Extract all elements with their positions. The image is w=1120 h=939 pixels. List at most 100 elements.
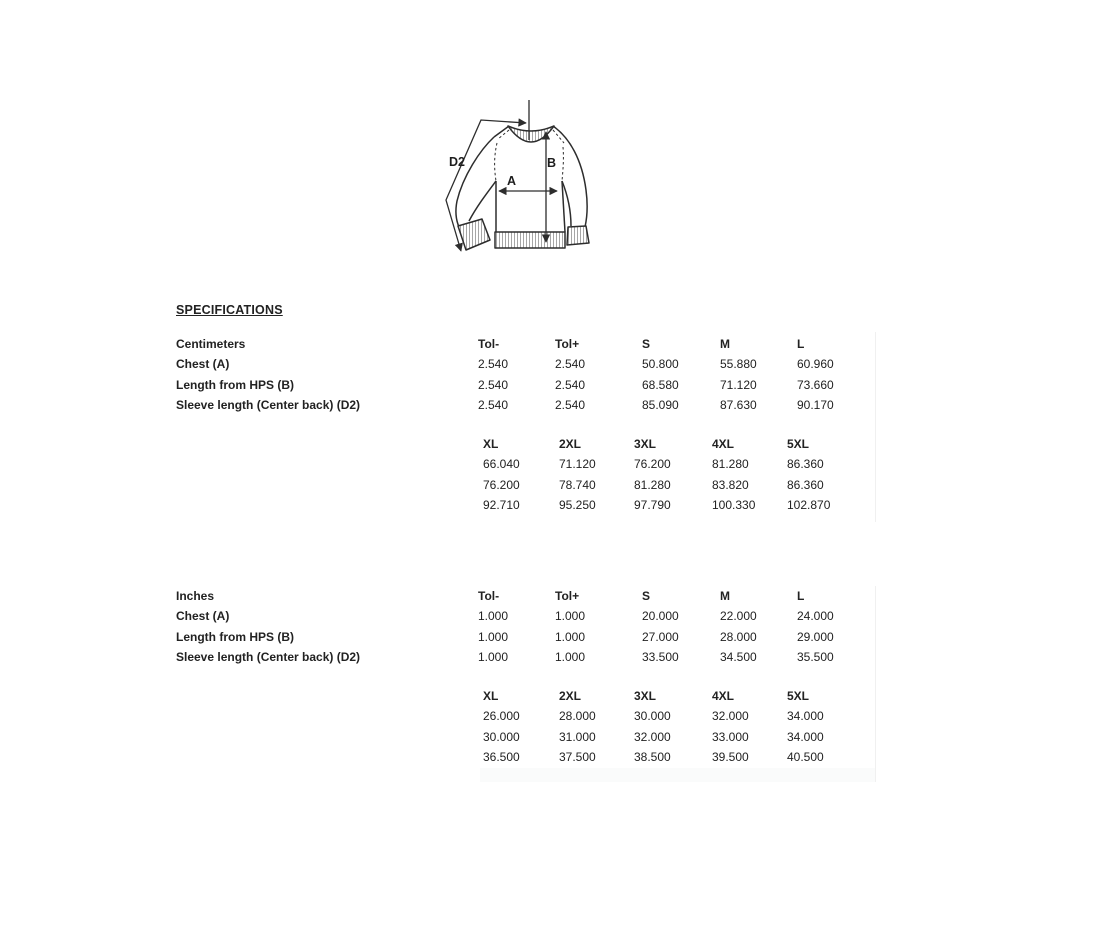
inches-value: 1.000 (478, 649, 509, 664)
cm-value: 2.540 (555, 397, 586, 412)
inches-row-label: Sleeve length (Center back) (D2) (176, 649, 361, 664)
inches-value: 29.000 (797, 629, 834, 644)
cm-col-header: Tol+ (555, 337, 580, 351)
cm-col-header: 3XL (634, 437, 657, 451)
inches-value: 1.000 (555, 649, 586, 664)
cm-row-label: Sleeve length (Center back) (D2) (176, 397, 361, 412)
sweatshirt-measurement-diagram: D2 A B (445, 100, 590, 252)
inches-row-label: Length from HPS (B) (176, 629, 294, 644)
cm-value: 2.540 (478, 357, 509, 372)
b-label: B (547, 156, 556, 170)
cm-value: 2.540 (555, 357, 586, 372)
inches-col-header: S (642, 589, 651, 603)
left-cuff (457, 218, 491, 251)
inches-row-label: Chest (A) (176, 609, 230, 624)
inches-value: 1.000 (555, 629, 586, 644)
cm-value: 86.360 (787, 457, 824, 472)
cm-value: 76.200 (483, 477, 520, 492)
inches-value: 31.000 (559, 729, 596, 744)
cm-value: 86.360 (787, 477, 824, 492)
cm-col-header: Tol- (478, 337, 500, 351)
inches-value: 38.500 (634, 749, 671, 764)
inches-value: 33.000 (712, 729, 749, 744)
inches-value: 30.000 (634, 709, 671, 724)
cm-value: 50.800 (642, 357, 679, 372)
inches-value: 37.500 (559, 749, 596, 764)
cm-value: 60.960 (797, 357, 834, 372)
right-sleeve-inner (561, 180, 572, 227)
cm-value: 85.090 (642, 397, 679, 412)
cm-table: Centimeters Tol- Tol+ S M L Chest (A) 2.… (176, 334, 834, 415)
measurement-lines (445, 100, 558, 252)
cm-value: 66.040 (483, 457, 520, 472)
inches-col-header: 2XL (559, 689, 582, 703)
inches-value: 28.000 (559, 709, 596, 724)
cm-value: 71.120 (720, 377, 757, 392)
cm-value: 78.740 (559, 477, 596, 492)
cm-value: 81.280 (712, 457, 749, 472)
hem-band (494, 231, 566, 249)
cm-value: 2.540 (555, 377, 586, 392)
inches-col-header: 5XL (787, 689, 810, 703)
inches-value: 1.000 (478, 629, 509, 644)
cm-col-header: L (797, 337, 805, 351)
cm-table-xl: XL 2XL 3XL 4XL 5XL 66.040 71.120 76.200 … (483, 434, 830, 515)
cm-value: 87.630 (720, 397, 757, 412)
cm-value: 83.820 (712, 477, 749, 492)
cm-value: 71.120 (559, 457, 596, 472)
inches-value: 20.000 (642, 609, 679, 624)
inches-value: 34.500 (720, 649, 757, 664)
inches-value: 32.000 (634, 729, 671, 744)
inches-table: Inches Tol- Tol+ S M L Chest (A) 1.000 1… (176, 586, 834, 667)
cm-value: 95.250 (559, 497, 596, 512)
inches-value: 34.000 (787, 729, 824, 744)
cm-col-header: S (642, 337, 651, 351)
inches-col-header: Tol+ (555, 589, 580, 603)
inches-value: 36.500 (483, 749, 520, 764)
cm-value: 100.330 (712, 497, 756, 512)
inches-value: 28.000 (720, 629, 757, 644)
inches-table-right-border (875, 586, 876, 782)
cm-value: 90.170 (797, 397, 834, 412)
d2-arrow (445, 118, 527, 252)
cm-col-header: M (720, 337, 730, 351)
cm-col-header: 4XL (712, 437, 735, 451)
inches-value: 34.000 (787, 709, 824, 724)
cm-col-header: 2XL (559, 437, 582, 451)
cm-value: 2.540 (478, 377, 509, 392)
inches-table-footer-band (480, 768, 875, 782)
inches-value: 27.000 (642, 629, 679, 644)
cm-value: 68.580 (642, 377, 679, 392)
inches-value: 32.000 (712, 709, 749, 724)
cm-value: 81.280 (634, 477, 671, 492)
inches-value: 26.000 (483, 709, 520, 724)
inches-col-header: L (797, 589, 805, 603)
cm-col-header: XL (483, 437, 499, 451)
cm-value: 102.870 (787, 497, 831, 512)
inches-col-header: 4XL (712, 689, 735, 703)
inches-col-header: M (720, 589, 730, 603)
inches-value: 24.000 (797, 609, 834, 624)
inches-value: 40.500 (787, 749, 824, 764)
cm-value: 97.790 (634, 497, 671, 512)
inches-value: 30.000 (483, 729, 520, 744)
inches-value: 35.500 (797, 649, 834, 664)
cm-row-label: Length from HPS (B) (176, 377, 294, 392)
inches-table-xl: XL 2XL 3XL 4XL 5XL 26.000 28.000 30.000 … (483, 686, 824, 767)
cm-unit-label: Centimeters (176, 337, 246, 351)
cm-col-header: 5XL (787, 437, 810, 451)
sweatshirt-body (455, 125, 590, 251)
inches-value: 1.000 (555, 609, 586, 624)
d2-label: D2 (449, 155, 465, 169)
cm-value: 55.880 (720, 357, 757, 372)
inches-value: 22.000 (720, 609, 757, 624)
specifications-heading: SPECIFICATIONS (176, 303, 283, 317)
inches-value: 1.000 (478, 609, 509, 624)
cm-value: 2.540 (478, 397, 509, 412)
cm-value: 92.710 (483, 497, 520, 512)
inches-value: 39.500 (712, 749, 749, 764)
inches-col-header: 3XL (634, 689, 657, 703)
inches-col-header: Tol- (478, 589, 500, 603)
a-label: A (507, 174, 516, 188)
